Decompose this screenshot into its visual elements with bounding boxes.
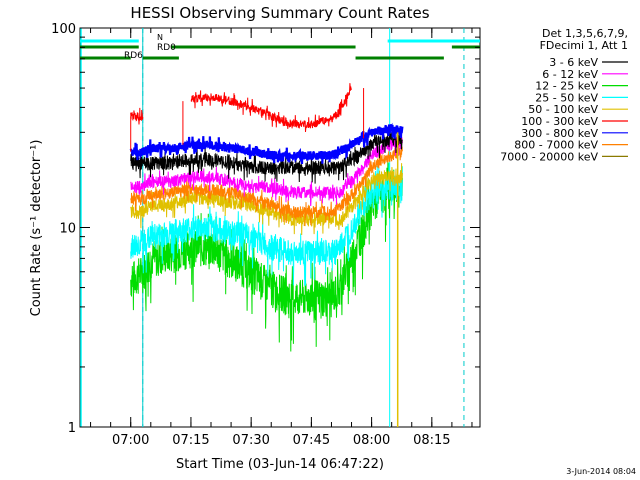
x-tick-label: 07:00 xyxy=(112,433,149,448)
x-tick-label: 07:45 xyxy=(293,433,330,448)
chart-title: HESSI Observing Summary Count Rates xyxy=(130,4,429,22)
y-tick-label: 10 xyxy=(59,222,76,237)
legend: Det 1,3,5,6,7,9,FDecimi 1, Att 1 3 - 6 ke… xyxy=(500,27,628,163)
x-axis: 07:00 07:15 07:30 07:45 08:00 08:15 xyxy=(90,28,473,448)
x-tick-label: 07:30 xyxy=(232,433,269,448)
footer-date: 3-Jun-2014 08:04 xyxy=(566,467,636,476)
legend-label: 3 - 6 keV xyxy=(549,56,598,69)
legend-header: FDecimi 1, Att 1 xyxy=(540,39,628,52)
series-line xyxy=(130,163,403,286)
series-line xyxy=(130,136,403,207)
flag-label: RD0 xyxy=(157,43,176,53)
y-axis: 1 10 100 xyxy=(51,22,480,436)
y-axis-label: Count Rate (s⁻¹ detector⁻¹) xyxy=(29,140,44,317)
series-line xyxy=(130,157,403,352)
x-tick-label: 08:15 xyxy=(413,433,450,448)
legend-label: 6 - 12 keV xyxy=(542,68,598,81)
plot-frame xyxy=(79,27,481,428)
legend-label: 25 - 50 keV xyxy=(535,91,598,104)
y-tick-label: 100 xyxy=(51,22,76,37)
series-line xyxy=(130,83,352,133)
legend-label: 12 - 25 keV xyxy=(535,80,598,93)
series-line xyxy=(130,128,403,184)
flag-label: RD6 xyxy=(124,51,143,61)
legend-header: Det 1,3,5,6,7,9, xyxy=(542,27,628,40)
series-line xyxy=(130,163,403,236)
legend-label: 800 - 7000 keV xyxy=(514,139,598,152)
series-line xyxy=(130,146,403,227)
legend-label: 7000 - 20000 keV xyxy=(500,150,598,163)
legend-label: 50 - 100 keV xyxy=(528,103,598,116)
flag-label: N xyxy=(157,33,163,42)
legend-label: 300 - 800 keV xyxy=(521,127,598,140)
legend-label: 100 - 300 keV xyxy=(521,115,598,128)
x-tick-label: 07:15 xyxy=(172,433,209,448)
series-line xyxy=(129,122,404,165)
x-tick-label: 08:00 xyxy=(353,433,390,448)
x-axis-label: Start Time (03-Jun-14 06:47:22) xyxy=(176,457,384,472)
y-tick-label: 1 xyxy=(68,421,76,436)
